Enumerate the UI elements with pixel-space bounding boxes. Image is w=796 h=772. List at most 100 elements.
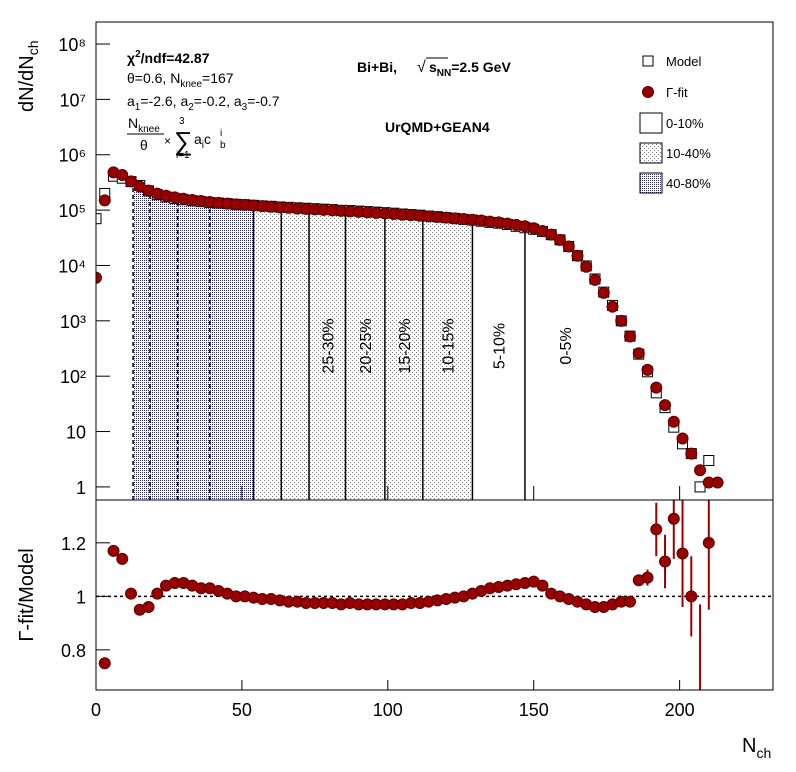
y-tick-label: 1.2 <box>61 534 86 554</box>
fit-point <box>142 601 155 614</box>
legend-swatch <box>639 112 663 134</box>
text: × <box>164 134 171 148</box>
fit-params: a1=-2.6, a2=-0.2, a3=-0.7 <box>127 93 280 113</box>
x-axis-title: Nch <box>742 735 771 761</box>
text: 3 <box>179 116 185 127</box>
fit-point <box>536 579 549 592</box>
text: θ=0.6, N <box>127 70 180 86</box>
fit-point <box>116 552 129 565</box>
formula: Nknee θ × ∑ 3 i=1 aic i b <box>127 115 226 161</box>
y-tick-label: 10⁶ <box>59 146 86 166</box>
text: N <box>128 115 138 131</box>
fit-point <box>615 314 628 327</box>
y-tick-label: 10⁴ <box>58 256 86 276</box>
text: θ <box>140 137 148 153</box>
model-point <box>642 55 654 67</box>
text: ch <box>25 41 41 56</box>
fit-point <box>116 169 129 182</box>
centrality-fill <box>133 182 254 500</box>
text: aic <box>194 131 211 151</box>
x-tick-label: 150 <box>519 700 549 720</box>
x-tick-label: 200 <box>665 700 695 720</box>
y-tick-label: 1 <box>76 587 86 607</box>
fit-point <box>606 300 619 313</box>
text: 2 <box>188 102 194 113</box>
fit-point <box>125 175 138 188</box>
legend-label: 0-10% <box>666 116 704 131</box>
bottom-panel: 0.8 1 1.2 0 50 100 150 200 <box>61 500 773 720</box>
text: √ <box>417 59 426 76</box>
y-tick-label: 10⁵ <box>59 201 86 221</box>
model-point <box>96 213 102 225</box>
energy-label: sNN=2.5 GeV <box>429 59 511 79</box>
y-tick-label: 0.8 <box>61 641 86 661</box>
fit-point <box>571 249 584 262</box>
fit-point <box>650 381 663 394</box>
frame <box>95 21 774 691</box>
y-tick-label: 10 <box>66 423 86 443</box>
centrality-label: 5-10% <box>492 323 509 369</box>
fit-point <box>667 415 680 428</box>
legend: Model Γ-fit 0-10% 10-40% 40-80% <box>639 54 711 194</box>
text: =167 <box>202 70 234 86</box>
fit-point <box>553 233 566 246</box>
model-point <box>703 454 715 466</box>
text: 1 <box>135 102 141 113</box>
fit-point <box>545 228 558 241</box>
x-tick-label: 50 <box>232 700 252 720</box>
text: =2.5 GeV <box>451 59 511 75</box>
centrality-label: 20-25% <box>358 318 375 373</box>
fit-point <box>641 363 654 376</box>
top-panel: 1 10 10² 10³ 10⁴ 10⁵ 10⁶ 10⁷ 10⁸ 0-5% 5-10% 10-15% 1… <box>58 35 724 500</box>
text: b <box>220 140 226 151</box>
model-label: UrQMD+GEAN4 <box>385 119 490 135</box>
text: i <box>202 140 204 151</box>
fit-point <box>624 595 637 608</box>
fit-chi2: χ2/ndf=42.87 <box>127 49 210 66</box>
x-tick-label: 100 <box>373 700 403 720</box>
fit-point <box>98 657 111 670</box>
fit-point <box>711 476 724 489</box>
centrality-label: 10-15% <box>441 318 458 373</box>
centrality-fills <box>132 182 526 500</box>
text: s <box>429 59 437 75</box>
legend-swatch <box>639 172 663 194</box>
legend-label: Model <box>666 54 702 69</box>
y-tick-label: 10⁸ <box>58 35 86 55</box>
text: i=1 <box>176 150 190 161</box>
text: 2 <box>135 49 141 60</box>
text: i <box>220 128 222 139</box>
y-tick-label: 10³ <box>60 312 86 332</box>
text: knee <box>180 79 202 90</box>
points <box>96 500 773 690</box>
text: a <box>127 93 135 109</box>
fit-theta: θ=0.6, Nknee=167 <box>127 70 234 90</box>
fit-point <box>685 590 698 603</box>
y-axis-title-ratio: Γ-fit/Model <box>16 548 38 641</box>
text: ∑ <box>174 126 193 156</box>
fit-point <box>98 194 111 207</box>
fit-point <box>597 286 610 299</box>
fit-point <box>96 271 102 284</box>
fit-point <box>624 330 637 343</box>
fit-point <box>642 86 654 98</box>
fit-point <box>685 447 698 460</box>
legend-label: Γ-fit <box>666 85 688 100</box>
text: χ <box>127 50 135 66</box>
fit-point <box>641 571 654 584</box>
y-tick-label: 1 <box>76 478 86 498</box>
text: dN/dN <box>16 55 38 112</box>
fit-point <box>694 464 707 477</box>
text: N <box>742 735 756 757</box>
text: Nknee <box>128 115 160 135</box>
fit-point <box>125 587 138 600</box>
x-tick-label: 0 <box>91 700 101 720</box>
centrality-label: 15-20% <box>397 318 414 373</box>
text: 3 <box>242 102 248 113</box>
fit-point <box>650 523 663 536</box>
text: =-2.6, a <box>140 93 188 109</box>
fit-point <box>151 587 164 600</box>
text: NN <box>437 68 451 79</box>
fit-point <box>702 536 715 549</box>
